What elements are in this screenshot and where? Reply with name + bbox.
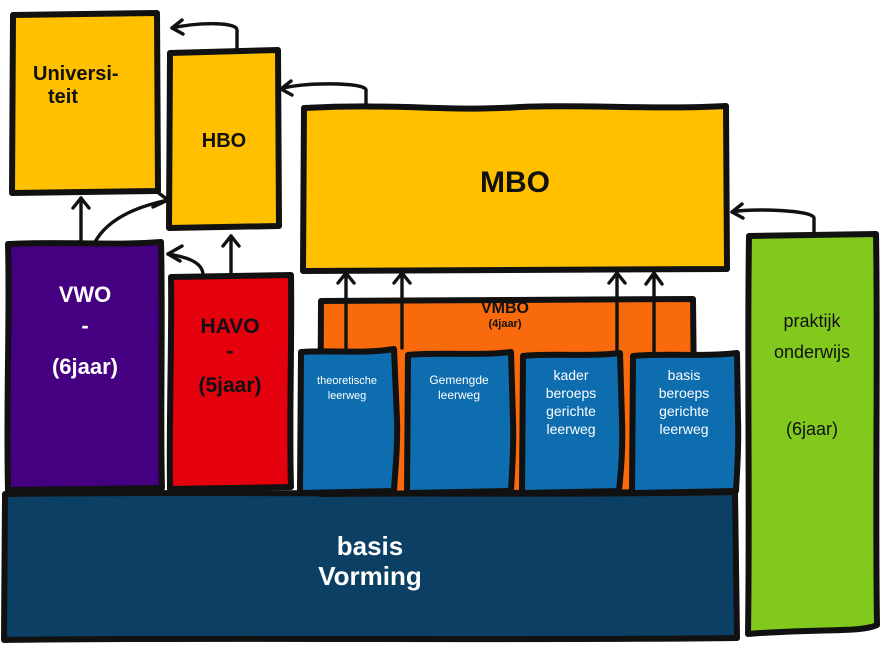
svg-text:(4jaar): (4jaar)	[488, 318, 521, 330]
svg-text:onderwijs: onderwijs	[774, 342, 850, 362]
svg-text:gerichte: gerichte	[546, 403, 596, 419]
svg-text:(6jaar): (6jaar)	[786, 419, 838, 439]
svg-text:(5jaar): (5jaar)	[198, 374, 261, 397]
svg-text:MBO: MBO	[480, 166, 550, 199]
svg-text:HBO: HBO	[202, 130, 246, 152]
svg-text:-: -	[81, 313, 88, 338]
svg-text:leerweg: leerweg	[659, 421, 708, 437]
svg-text:beroeps: beroeps	[546, 385, 597, 401]
svg-text:-: -	[227, 340, 234, 363]
svg-text:HAVO: HAVO	[200, 315, 259, 338]
svg-text:leerweg: leerweg	[546, 421, 595, 437]
svg-text:basis: basis	[337, 531, 404, 561]
svg-text:gerichte: gerichte	[659, 403, 709, 419]
svg-text:beroeps: beroeps	[659, 385, 710, 401]
svg-text:Universi-: Universi-	[33, 63, 119, 85]
svg-text:(6jaar): (6jaar)	[52, 354, 118, 379]
svg-text:kader: kader	[553, 367, 588, 383]
svg-text:VMBO: VMBO	[481, 300, 529, 317]
svg-text:basis: basis	[668, 367, 701, 383]
svg-text:theoretische: theoretische	[317, 375, 377, 387]
svg-text:praktijk: praktijk	[783, 311, 841, 331]
svg-text:teit: teit	[48, 86, 78, 108]
svg-text:Vorming: Vorming	[318, 561, 422, 591]
svg-text:VWO: VWO	[59, 282, 112, 307]
svg-text:leerweg: leerweg	[438, 388, 480, 402]
svg-text:leerweg: leerweg	[328, 390, 367, 402]
svg-text:Gemengde: Gemengde	[429, 373, 489, 387]
